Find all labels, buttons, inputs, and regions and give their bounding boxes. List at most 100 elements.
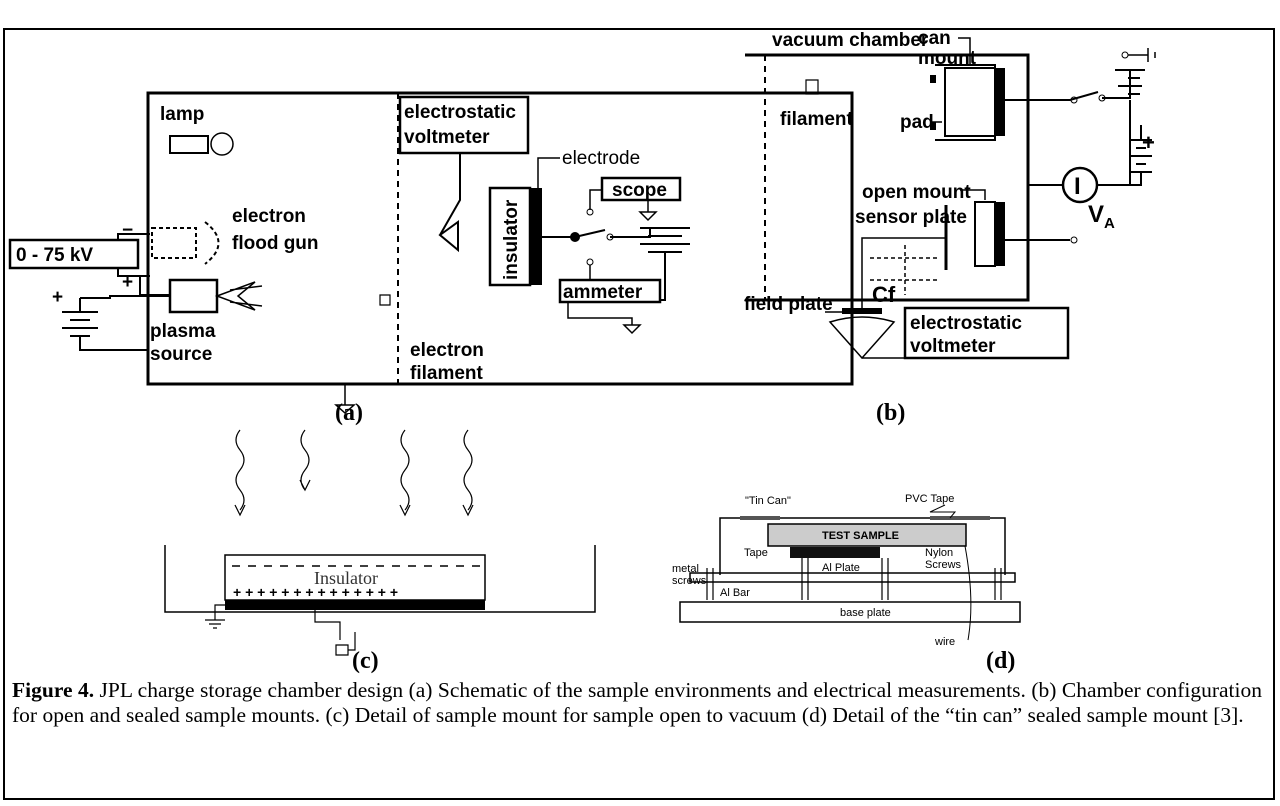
minus-sign: − [122, 220, 133, 241]
leader [929, 504, 957, 519]
container [164, 545, 596, 613]
insulator-label: insulator [501, 199, 522, 280]
screws [706, 558, 1002, 600]
filament-icon [379, 294, 391, 306]
scope-wiring [589, 189, 658, 222]
battery [62, 295, 170, 351]
wiring [205, 604, 356, 656]
cf-label: Cf [872, 282, 896, 307]
plasma-label: source [150, 344, 212, 365]
contact [1121, 51, 1129, 59]
wire [861, 237, 946, 310]
al-bar-label: Al Bar [720, 587, 750, 599]
test-sample [767, 523, 967, 547]
capacitor [870, 245, 940, 295]
plus-sign: + [52, 287, 63, 308]
nylon-label: Screws [925, 559, 962, 571]
panel-label: (d) [986, 648, 1015, 674]
chamber-label: vacuum chamber [772, 30, 929, 51]
panel-label: (a) [335, 400, 363, 426]
can-mount-label: mount [918, 48, 977, 69]
pad [930, 122, 936, 130]
open-sample [974, 201, 996, 267]
panel-label: (b) [876, 400, 905, 426]
lamp-bulb [210, 132, 234, 156]
field-probe [828, 316, 905, 360]
chamber-wall [745, 53, 1030, 302]
open-mount-label: open mount [862, 182, 971, 203]
filament-label: filament [410, 363, 484, 384]
scope-label: scope [612, 180, 667, 201]
panel-a: lamp electron flood gun 0 - 75 kV − + pl… [8, 91, 854, 426]
filament-icon [805, 79, 819, 95]
battery [1097, 125, 1152, 186]
scope-box [600, 176, 682, 202]
lamp-label: lamp [160, 104, 204, 125]
supply-label: 0 - 75 kV [16, 245, 93, 266]
plus-sign: + [122, 272, 133, 293]
field-plate-label: field plate [744, 294, 833, 315]
voltage-subscript: A [1104, 215, 1115, 232]
voltmeter-box [903, 306, 1070, 360]
voltmeter-label: voltmeter [404, 127, 490, 148]
filament-label: electron [410, 340, 484, 361]
caption-text: JPL charge storage chamber design (a) Sc… [12, 678, 1262, 727]
voltmeter-box [398, 95, 530, 155]
ammeter-wiring [567, 265, 642, 335]
contact [1070, 236, 1078, 244]
electron-paths [234, 429, 474, 517]
sensor-plate-label: sensor plate [855, 207, 967, 228]
figure-frame [3, 28, 1275, 800]
lamp [169, 135, 209, 154]
nylon-label: Nylon [925, 547, 953, 559]
electrode-label: electrode [562, 148, 640, 169]
plasma-source [168, 278, 219, 314]
flood-gun [151, 227, 197, 259]
leader [958, 37, 971, 65]
insulator-label: Insulator [314, 568, 378, 588]
electrode [530, 188, 542, 285]
plus-sign: + [1142, 130, 1155, 155]
switch-contact [606, 233, 614, 241]
flood-gun-label: flood gun [232, 233, 319, 254]
metal-screws-label: metal [672, 563, 699, 575]
panel-b: vacuum chamber filament can mount pad op… [744, 28, 1156, 426]
base-plate [679, 601, 1021, 623]
plasma-label: plasma [150, 321, 216, 342]
tape-label: Tape [744, 547, 768, 559]
tape [740, 516, 780, 520]
tin-can-label: "Tin Can" [745, 495, 791, 507]
electrode [225, 600, 485, 610]
voltmeter-label: voltmeter [910, 336, 996, 357]
open-electrode [995, 202, 1005, 266]
switch-node [570, 232, 580, 242]
al-plate [790, 547, 880, 558]
voltmeter-probe [438, 153, 461, 253]
contact [1070, 96, 1078, 104]
voltage-symbol: V [1088, 201, 1104, 228]
charge-row: + + + + + + + + + + + + + + [233, 584, 398, 600]
circuit [1005, 69, 1145, 241]
wire-label: wire [934, 636, 955, 648]
pad [930, 75, 936, 83]
chamber-box [146, 91, 854, 386]
test-sample-label: TEST SAMPLE [822, 530, 899, 542]
can-mount-label: can [918, 28, 951, 49]
electrode-leader [537, 157, 560, 188]
wire [964, 545, 972, 641]
can-electrode [995, 68, 1005, 136]
ground [334, 384, 356, 415]
al-plate-label: Al Plate [822, 562, 860, 574]
filament-label: filament [780, 109, 854, 130]
ammeter-box [558, 278, 662, 304]
panel-label: (c) [352, 648, 379, 674]
leader [960, 189, 986, 200]
can-sample [944, 67, 996, 137]
tape [930, 516, 990, 520]
contact [586, 258, 594, 266]
pvc-tape-label: PVC Tape [905, 493, 954, 505]
contact [1098, 94, 1106, 102]
flood-gun-label: electron [232, 206, 306, 227]
contact [586, 208, 594, 216]
